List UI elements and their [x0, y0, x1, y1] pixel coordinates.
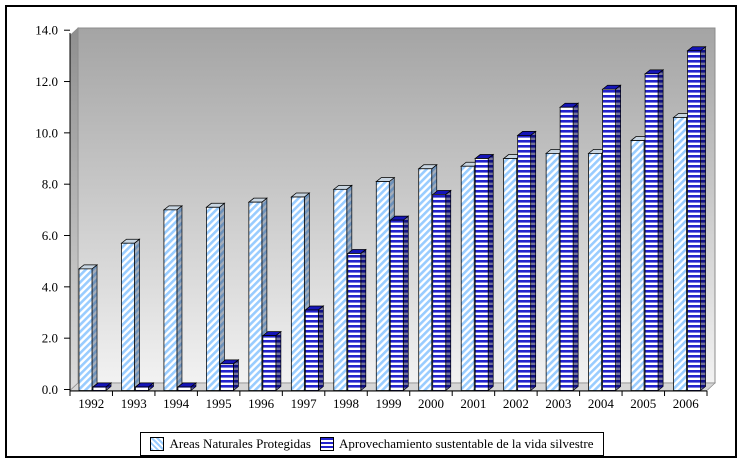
axis-ticks-and-labels: 0.0 2.0 4.0 6.0 8.0 10.0 12.0 14.0 1992 1993 1994 1… — [35, 23, 708, 411]
bar-1994-areas-naturales — [162, 205, 184, 392]
legend-container: Areas Naturales Protegidas Aprovechamien… — [0, 432, 744, 456]
bar-1992-aprovechamiento — [91, 382, 113, 392]
bar-2003-aprovechamiento — [559, 102, 580, 392]
plot-side-wall — [69, 27, 79, 392]
y-tick-label: 14.0 — [35, 23, 58, 38]
bar-2002-aprovechamiento — [516, 130, 537, 392]
x-tick-label: 1996 — [248, 396, 275, 411]
y-tick-label: 8.0 — [42, 177, 58, 192]
x-tick-label: 2002 — [503, 396, 529, 411]
bar-1992-areas-naturales — [77, 264, 99, 392]
y-tick-label: 12.0 — [35, 74, 58, 89]
x-tick-label: 1997 — [291, 396, 318, 411]
bar-2001-aprovechamiento — [474, 153, 495, 392]
bar-1993-aprovechamiento — [134, 382, 155, 392]
diagonal-stripes-swatch-icon — [150, 437, 165, 451]
y-tick-label: 0.0 — [42, 382, 58, 397]
bar-1998-aprovechamiento — [346, 248, 367, 392]
bar-1995-areas-naturales — [205, 202, 226, 392]
bar-2005-aprovechamiento — [643, 69, 665, 392]
legend: Areas Naturales Protegidas Aprovechamien… — [140, 432, 604, 456]
x-tick-label: 2000 — [418, 396, 444, 411]
y-tick-label: 6.0 — [42, 228, 58, 243]
legend-item-aprovechamiento: Aprovechamiento sustentable de la vida s… — [320, 436, 594, 452]
x-tick-label: 1998 — [333, 396, 359, 411]
bar-1993-areas-naturales — [120, 238, 141, 392]
x-tick-label: 1994 — [163, 396, 190, 411]
x-tick-label: 2001 — [460, 396, 486, 411]
bar-1999-aprovechamiento — [389, 215, 410, 392]
bar-1996-aprovechamiento — [261, 330, 282, 392]
x-tick-label: 1999 — [376, 396, 402, 411]
bar-chart-canvas: 0.0 2.0 4.0 6.0 8.0 10.0 12.0 14.0 1992 1993 1994 1… — [35, 23, 716, 411]
y-tick-label: 2.0 — [42, 331, 58, 346]
bar-2006-aprovechamiento — [686, 45, 707, 392]
y-tick-label: 10.0 — [35, 125, 58, 140]
legend-label-aprovechamiento: Aprovechamiento sustentable de la vida s… — [339, 436, 594, 451]
bar-1994-aprovechamiento — [176, 382, 198, 392]
x-tick-label: 2006 — [673, 396, 700, 411]
bars-layer — [77, 45, 707, 392]
y-tick-label: 4.0 — [42, 279, 58, 294]
bar-1995-aprovechamiento — [219, 359, 240, 392]
bar-2004-aprovechamiento — [601, 84, 622, 392]
x-tick-label: 2005 — [630, 396, 656, 411]
x-tick-label: 2004 — [588, 396, 615, 411]
horizontal-stripes-swatch-icon — [320, 437, 334, 451]
x-tick-label: 1993 — [121, 396, 147, 411]
x-tick-label: 2003 — [545, 396, 571, 411]
legend-label-areas-naturales: Areas Naturales Protegidas — [169, 436, 311, 451]
legend-item-areas-naturales: Areas Naturales Protegidas — [150, 436, 311, 452]
x-tick-label: 1992 — [78, 396, 104, 411]
bar-2000-aprovechamiento — [431, 189, 452, 392]
x-tick-label: 1995 — [206, 396, 232, 411]
bar-1997-aprovechamiento — [304, 305, 325, 392]
